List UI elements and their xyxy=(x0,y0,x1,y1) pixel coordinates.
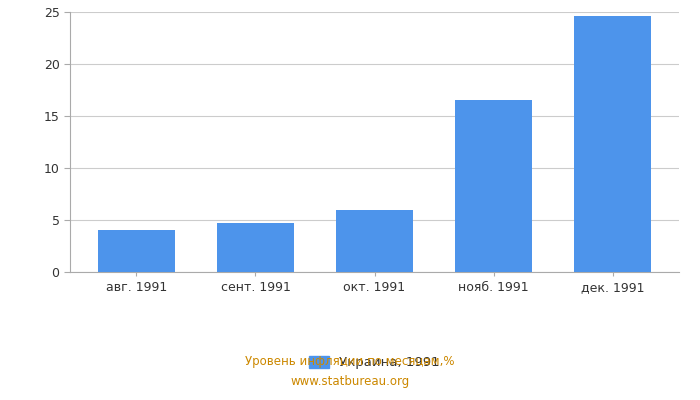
Bar xyxy=(98,230,175,272)
Legend: Украина, 1991: Украина, 1991 xyxy=(304,351,445,375)
Bar xyxy=(455,100,532,272)
Bar xyxy=(217,223,294,272)
Bar xyxy=(336,210,413,272)
Text: www.statbureau.org: www.statbureau.org xyxy=(290,376,410,388)
Text: Уровень инфляции по месяцам,%: Уровень инфляции по месяцам,% xyxy=(245,356,455,368)
Bar xyxy=(574,16,651,272)
